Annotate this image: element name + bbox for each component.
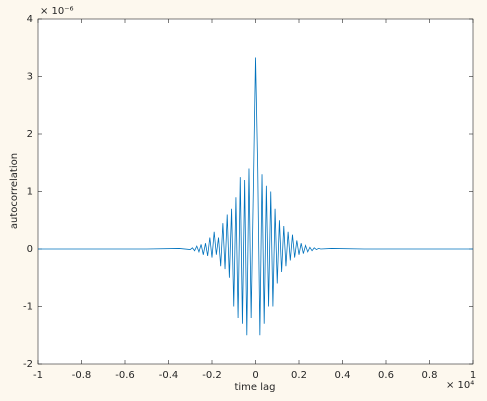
y-tick-label: -1 bbox=[23, 302, 33, 313]
x-axis-label: time lag bbox=[234, 382, 275, 393]
data-line bbox=[38, 57, 473, 336]
x-tick-label: -0.2 bbox=[202, 370, 222, 381]
x-tick-label: -0.4 bbox=[159, 370, 179, 381]
x-tick-label: -0.6 bbox=[115, 370, 135, 381]
x-tick-label: -0.8 bbox=[72, 370, 92, 381]
x-tick-label: -1 bbox=[33, 370, 43, 381]
x-multiplier: × 10⁴ bbox=[446, 380, 474, 391]
x-tick-label: 0.8 bbox=[422, 370, 438, 381]
x-tick-label: 0.4 bbox=[335, 370, 351, 381]
y-axis-label: autocorrelation bbox=[9, 153, 20, 229]
y-tick-label: 4 bbox=[27, 14, 33, 25]
y-tick-label: 0 bbox=[27, 244, 33, 255]
y-tick-label: 2 bbox=[27, 129, 33, 140]
y-tick-label: 1 bbox=[27, 187, 33, 198]
y-tick-label: -2 bbox=[23, 359, 33, 370]
x-tick-label: 1 bbox=[470, 370, 476, 381]
x-tick-label: 0 bbox=[252, 370, 258, 381]
y-tick-label: 3 bbox=[27, 72, 33, 83]
y-multiplier: × 10⁻⁶ bbox=[40, 6, 74, 17]
x-tick-label: 0.2 bbox=[291, 370, 307, 381]
x-tick-label: 0.6 bbox=[378, 370, 394, 381]
